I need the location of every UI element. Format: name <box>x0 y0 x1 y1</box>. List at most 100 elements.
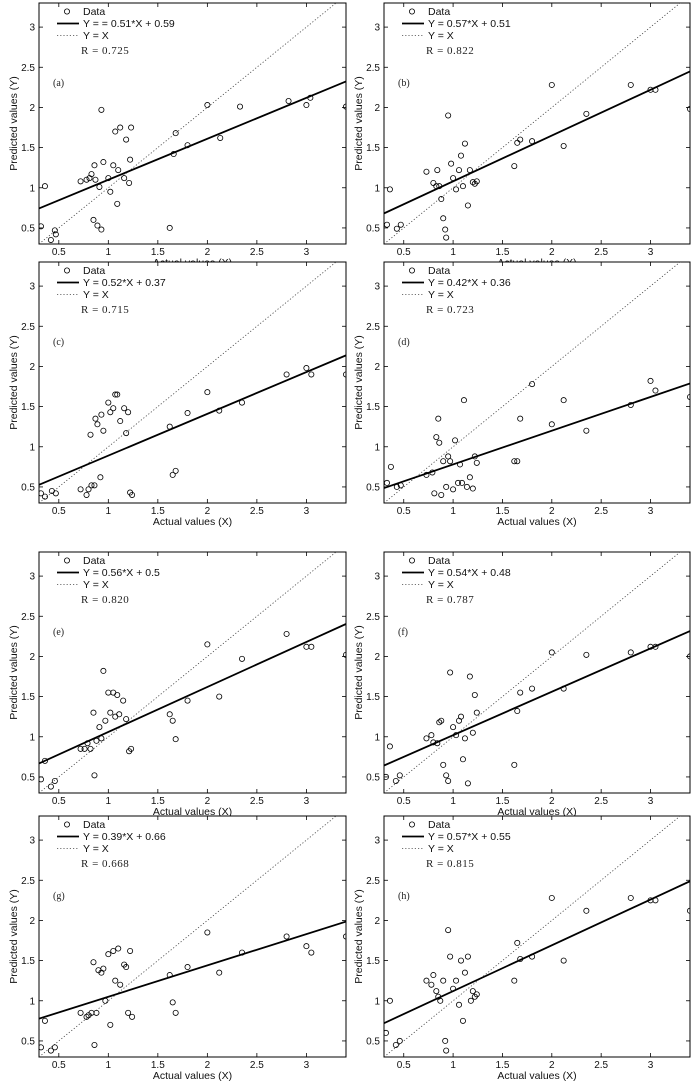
data-point <box>100 427 107 434</box>
data-point <box>428 981 435 988</box>
data-point <box>464 202 471 209</box>
chart-panel-8: 0.5 1 1.5 2 2.5 3 0.5 1 1.5 2 2.5 3 Actual values (X… <box>353 815 691 1081</box>
data-point <box>98 411 105 418</box>
data-point <box>90 959 97 966</box>
data-point <box>461 140 468 147</box>
data-point <box>123 716 130 723</box>
data-point <box>450 486 457 493</box>
y-axis-label: Predicted values (Y) <box>8 335 20 430</box>
x-tick-label: 1.5 <box>151 506 165 517</box>
data-point <box>471 453 478 460</box>
x-axis-label: Actual values (X) <box>153 516 232 528</box>
data-point <box>652 897 659 904</box>
x-tick-label: 0.5 <box>52 796 66 807</box>
data-point <box>114 200 121 207</box>
data-point <box>473 709 480 716</box>
data-point <box>283 630 290 637</box>
x-axis-label: Actual values (X) <box>153 1070 232 1081</box>
legend-fit: Y = 0.56*X + 0.5 <box>83 567 160 579</box>
r-value-label: R = 0.715 <box>81 304 129 316</box>
data-point <box>77 745 84 752</box>
y-tick-label: 0.5 <box>366 482 380 493</box>
data-point <box>529 381 536 388</box>
data-point <box>39 223 44 230</box>
data-point <box>343 933 346 940</box>
legend-marker-data <box>408 821 415 828</box>
data-point <box>237 103 244 110</box>
data-point <box>548 649 555 656</box>
data-point <box>91 482 98 489</box>
r-value-label: R = 0.723 <box>426 304 474 316</box>
y-tick-label: 1 <box>374 732 380 743</box>
data-point <box>466 474 473 481</box>
data-point <box>473 459 480 466</box>
plot-area <box>39 262 346 503</box>
x-tick-label: 1 <box>106 247 112 258</box>
plot-frame <box>38 815 347 1058</box>
data-point <box>583 651 590 658</box>
x-tick-label: 0.5 <box>397 247 411 258</box>
data-point <box>204 641 211 648</box>
data-point <box>102 997 109 1004</box>
data-point <box>514 139 521 146</box>
data-point <box>560 397 567 404</box>
x-tick-label: 0.5 <box>52 1060 66 1071</box>
data-point <box>517 689 524 696</box>
y-tick-label: 3 <box>374 23 380 34</box>
y-tick-label: 3 <box>29 282 35 293</box>
data-point <box>100 965 107 972</box>
y-tick-label: 3 <box>29 836 35 847</box>
data-point <box>41 183 48 190</box>
data-point <box>529 953 536 960</box>
data-point <box>125 409 132 416</box>
y-tick-label: 1.5 <box>21 956 35 967</box>
legend-fit: Y = 0.57*X + 0.51 <box>428 18 511 30</box>
r-value-label: R = 0.822 <box>426 45 474 57</box>
x-tick-label: 3 <box>648 1060 654 1071</box>
data-point <box>397 221 404 228</box>
chart-panel-4: 0.5 1 1.5 2 2.5 3 0.5 1 1.5 2 2.5 3 Actual values (X… <box>353 261 691 528</box>
data-point <box>511 977 518 984</box>
data-point <box>88 482 95 489</box>
legend-marker-data <box>64 557 71 564</box>
data-point <box>39 776 44 783</box>
panel-label: (c) <box>53 337 64 348</box>
plot-area <box>39 552 346 793</box>
x-tick-label: 1.5 <box>495 796 509 807</box>
plot-area <box>384 816 690 1057</box>
data-point <box>440 458 447 465</box>
data-point <box>386 997 393 1004</box>
data-point <box>652 387 659 394</box>
y-tick-label: 2.5 <box>21 63 35 74</box>
y-tick-label: 0.5 <box>21 1036 35 1047</box>
data-point <box>169 717 176 724</box>
data-point <box>308 949 315 956</box>
x-axis-label: Actual values (X) <box>497 1070 576 1081</box>
legend-identity: Y = X <box>83 30 109 42</box>
fit-line <box>384 382 690 489</box>
x-axis-label: Actual values (X) <box>497 806 576 818</box>
data-point <box>423 471 430 478</box>
data-point <box>442 226 449 233</box>
y-tick-label: 1.5 <box>366 402 380 413</box>
panel-label: (e) <box>53 627 64 638</box>
data-point <box>458 479 465 486</box>
data-point <box>384 221 390 228</box>
data-point <box>443 483 450 490</box>
data-point <box>184 142 191 149</box>
y-tick-label: 2 <box>29 103 35 114</box>
data-point <box>114 391 121 398</box>
data-point <box>435 415 442 422</box>
data-point <box>447 458 454 465</box>
y-tick-label: 0.5 <box>366 223 380 234</box>
data-point <box>83 1013 90 1020</box>
panel-label: (b) <box>398 78 410 89</box>
data-point <box>517 136 524 143</box>
data-point <box>51 227 58 234</box>
data-point <box>514 458 521 465</box>
y-tick-label: 1 <box>29 183 35 194</box>
data-point <box>687 907 690 914</box>
data-point <box>184 964 191 971</box>
data-point <box>457 152 464 159</box>
